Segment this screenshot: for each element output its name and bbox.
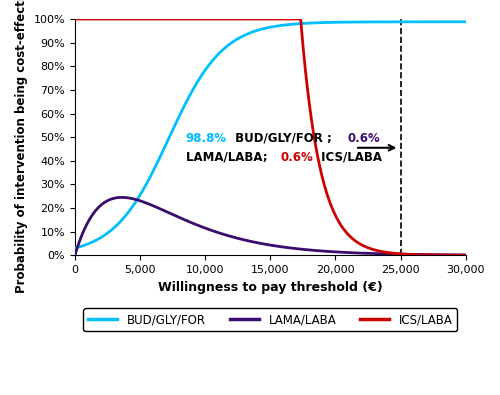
Text: BUD/GLY/FOR ;: BUD/GLY/FOR ; [232, 132, 336, 145]
Text: ICS/LABA: ICS/LABA [317, 151, 382, 164]
X-axis label: Willingness to pay threshold (€): Willingness to pay threshold (€) [158, 280, 382, 293]
Y-axis label: Probability of intervention being cost-effective: Probability of intervention being cost-e… [15, 0, 28, 293]
Text: 0.6%: 0.6% [281, 151, 314, 164]
Text: 0.6%: 0.6% [348, 132, 380, 145]
Text: 98.8%: 98.8% [186, 132, 227, 145]
Text: LAMA/LABA;: LAMA/LABA; [186, 151, 272, 164]
Legend: BUD/GLY/FOR, LAMA/LABA, ICS/LABA: BUD/GLY/FOR, LAMA/LABA, ICS/LABA [83, 308, 458, 331]
